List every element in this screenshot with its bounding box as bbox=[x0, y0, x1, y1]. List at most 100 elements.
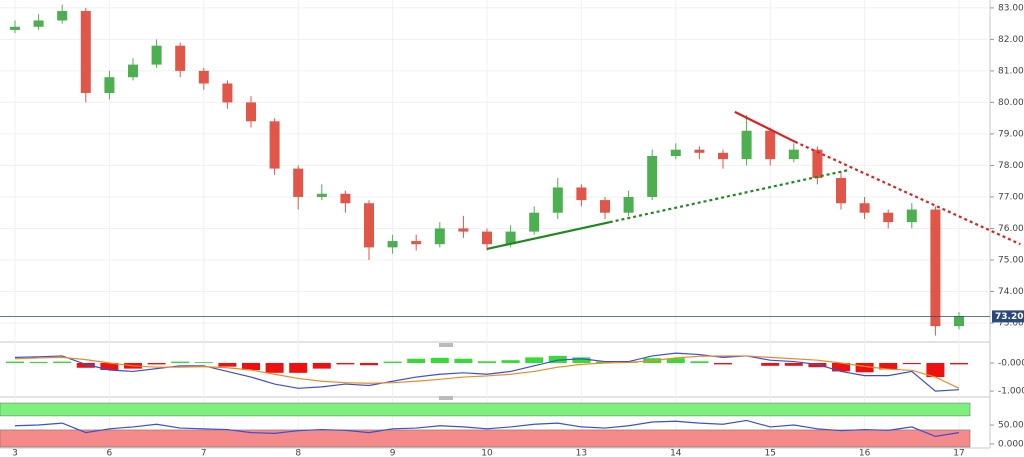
y-tick-label: 80.000 bbox=[998, 98, 1024, 108]
histogram-bar bbox=[218, 362, 237, 367]
histogram-bar bbox=[6, 361, 24, 363]
histogram-bar bbox=[596, 361, 614, 363]
resize-handle[interactable] bbox=[439, 396, 453, 400]
y-tick-label: 0.000 bbox=[998, 439, 1024, 449]
candle-body bbox=[859, 203, 870, 213]
x-tick-label: 17 bbox=[953, 449, 964, 457]
candle-body bbox=[316, 193, 327, 197]
candle-body bbox=[836, 178, 846, 204]
x-tick-label: 8 bbox=[295, 449, 301, 457]
candle-body bbox=[364, 203, 374, 248]
y-tick-label: -1.000 bbox=[998, 387, 1024, 397]
trendline bbox=[486, 221, 610, 251]
candle-body bbox=[269, 121, 280, 169]
histogram-bar bbox=[808, 362, 827, 368]
histogram-bar bbox=[666, 358, 685, 363]
histogram-bar bbox=[407, 358, 426, 363]
histogram-bar bbox=[383, 361, 402, 363]
candle-body bbox=[954, 316, 964, 327]
histogram-bar bbox=[147, 362, 166, 365]
x-tick-label: 14 bbox=[670, 449, 682, 457]
candle-body bbox=[458, 228, 469, 232]
histogram-bar bbox=[289, 362, 308, 373]
x-tick-label: 15 bbox=[764, 449, 775, 457]
histogram-bar bbox=[902, 362, 921, 365]
trendline bbox=[794, 140, 1021, 246]
histogram-bar bbox=[761, 362, 780, 366]
candle-body bbox=[505, 231, 516, 245]
x-tick-label: 7 bbox=[201, 449, 207, 457]
resize-handle[interactable] bbox=[439, 343, 453, 347]
candle-body bbox=[741, 130, 752, 160]
histogram-bar bbox=[336, 362, 355, 365]
candle-body bbox=[623, 196, 634, 213]
candle-body bbox=[718, 152, 728, 160]
last-price-box bbox=[992, 310, 1024, 323]
candle-body bbox=[340, 193, 351, 204]
trendline bbox=[734, 110, 796, 143]
histogram-bar bbox=[784, 362, 803, 366]
level-band bbox=[0, 429, 971, 448]
candle-body bbox=[576, 187, 587, 201]
candle-body bbox=[387, 241, 398, 248]
level-band bbox=[0, 402, 971, 417]
candle-body bbox=[647, 155, 658, 197]
histogram-bar bbox=[194, 362, 213, 363]
y-tick-label: 74.000 bbox=[998, 287, 1024, 297]
indicator-line bbox=[14, 355, 960, 389]
trendline bbox=[609, 169, 849, 224]
candle-body bbox=[482, 231, 492, 245]
candle-body bbox=[694, 149, 705, 153]
last-price-label: 73.209 bbox=[995, 312, 1024, 322]
histogram-bar bbox=[879, 362, 898, 370]
candle-body bbox=[57, 11, 68, 21]
candle-body bbox=[812, 149, 823, 179]
histogram-bar bbox=[360, 362, 378, 366]
candle-body bbox=[670, 149, 681, 156]
y-tick-label: 81.000 bbox=[998, 66, 1024, 76]
candle-body bbox=[883, 212, 894, 223]
candle-body bbox=[175, 45, 186, 71]
indicator-line bbox=[14, 419, 960, 438]
y-tick-label: 50.000 bbox=[998, 421, 1024, 431]
histogram-bar bbox=[690, 361, 709, 363]
candle-body bbox=[411, 241, 422, 245]
y-tick-label: 73.000 bbox=[998, 318, 1024, 328]
x-tick-label: 9 bbox=[390, 449, 396, 457]
candle-body bbox=[128, 64, 138, 78]
histogram-bar bbox=[950, 362, 968, 365]
y-tick-label: 75.000 bbox=[998, 255, 1024, 265]
candle-body bbox=[552, 187, 563, 213]
candle-body bbox=[33, 20, 44, 27]
candle-body bbox=[80, 11, 91, 93]
histogram-bar bbox=[855, 362, 874, 373]
candle-body bbox=[151, 45, 162, 65]
y-tick-label: 77.000 bbox=[998, 192, 1024, 202]
x-tick-label: 16 bbox=[859, 449, 871, 457]
candle-body bbox=[529, 212, 540, 232]
candle-body bbox=[104, 77, 115, 93]
y-tick-label: 82.000 bbox=[998, 35, 1024, 45]
candle-body bbox=[10, 26, 20, 30]
candle-body bbox=[906, 209, 917, 223]
histogram-bar bbox=[100, 362, 119, 371]
histogram-bar bbox=[926, 362, 945, 378]
histogram-bar bbox=[478, 361, 496, 363]
candle-body bbox=[198, 70, 209, 84]
histogram-bar bbox=[501, 360, 520, 363]
histogram-bar bbox=[572, 357, 591, 363]
histogram-bar bbox=[714, 362, 732, 365]
candle-body bbox=[434, 228, 445, 245]
candle-body bbox=[246, 102, 256, 122]
histogram-bar bbox=[76, 362, 95, 368]
histogram-bar bbox=[171, 361, 190, 363]
histogram-bar bbox=[29, 361, 48, 363]
x-tick-label: 3 bbox=[12, 449, 18, 457]
candle-body bbox=[293, 168, 304, 197]
histogram-bar bbox=[265, 362, 284, 373]
candle-body bbox=[788, 149, 799, 160]
histogram-bar bbox=[454, 358, 473, 363]
candle-body bbox=[765, 130, 776, 160]
